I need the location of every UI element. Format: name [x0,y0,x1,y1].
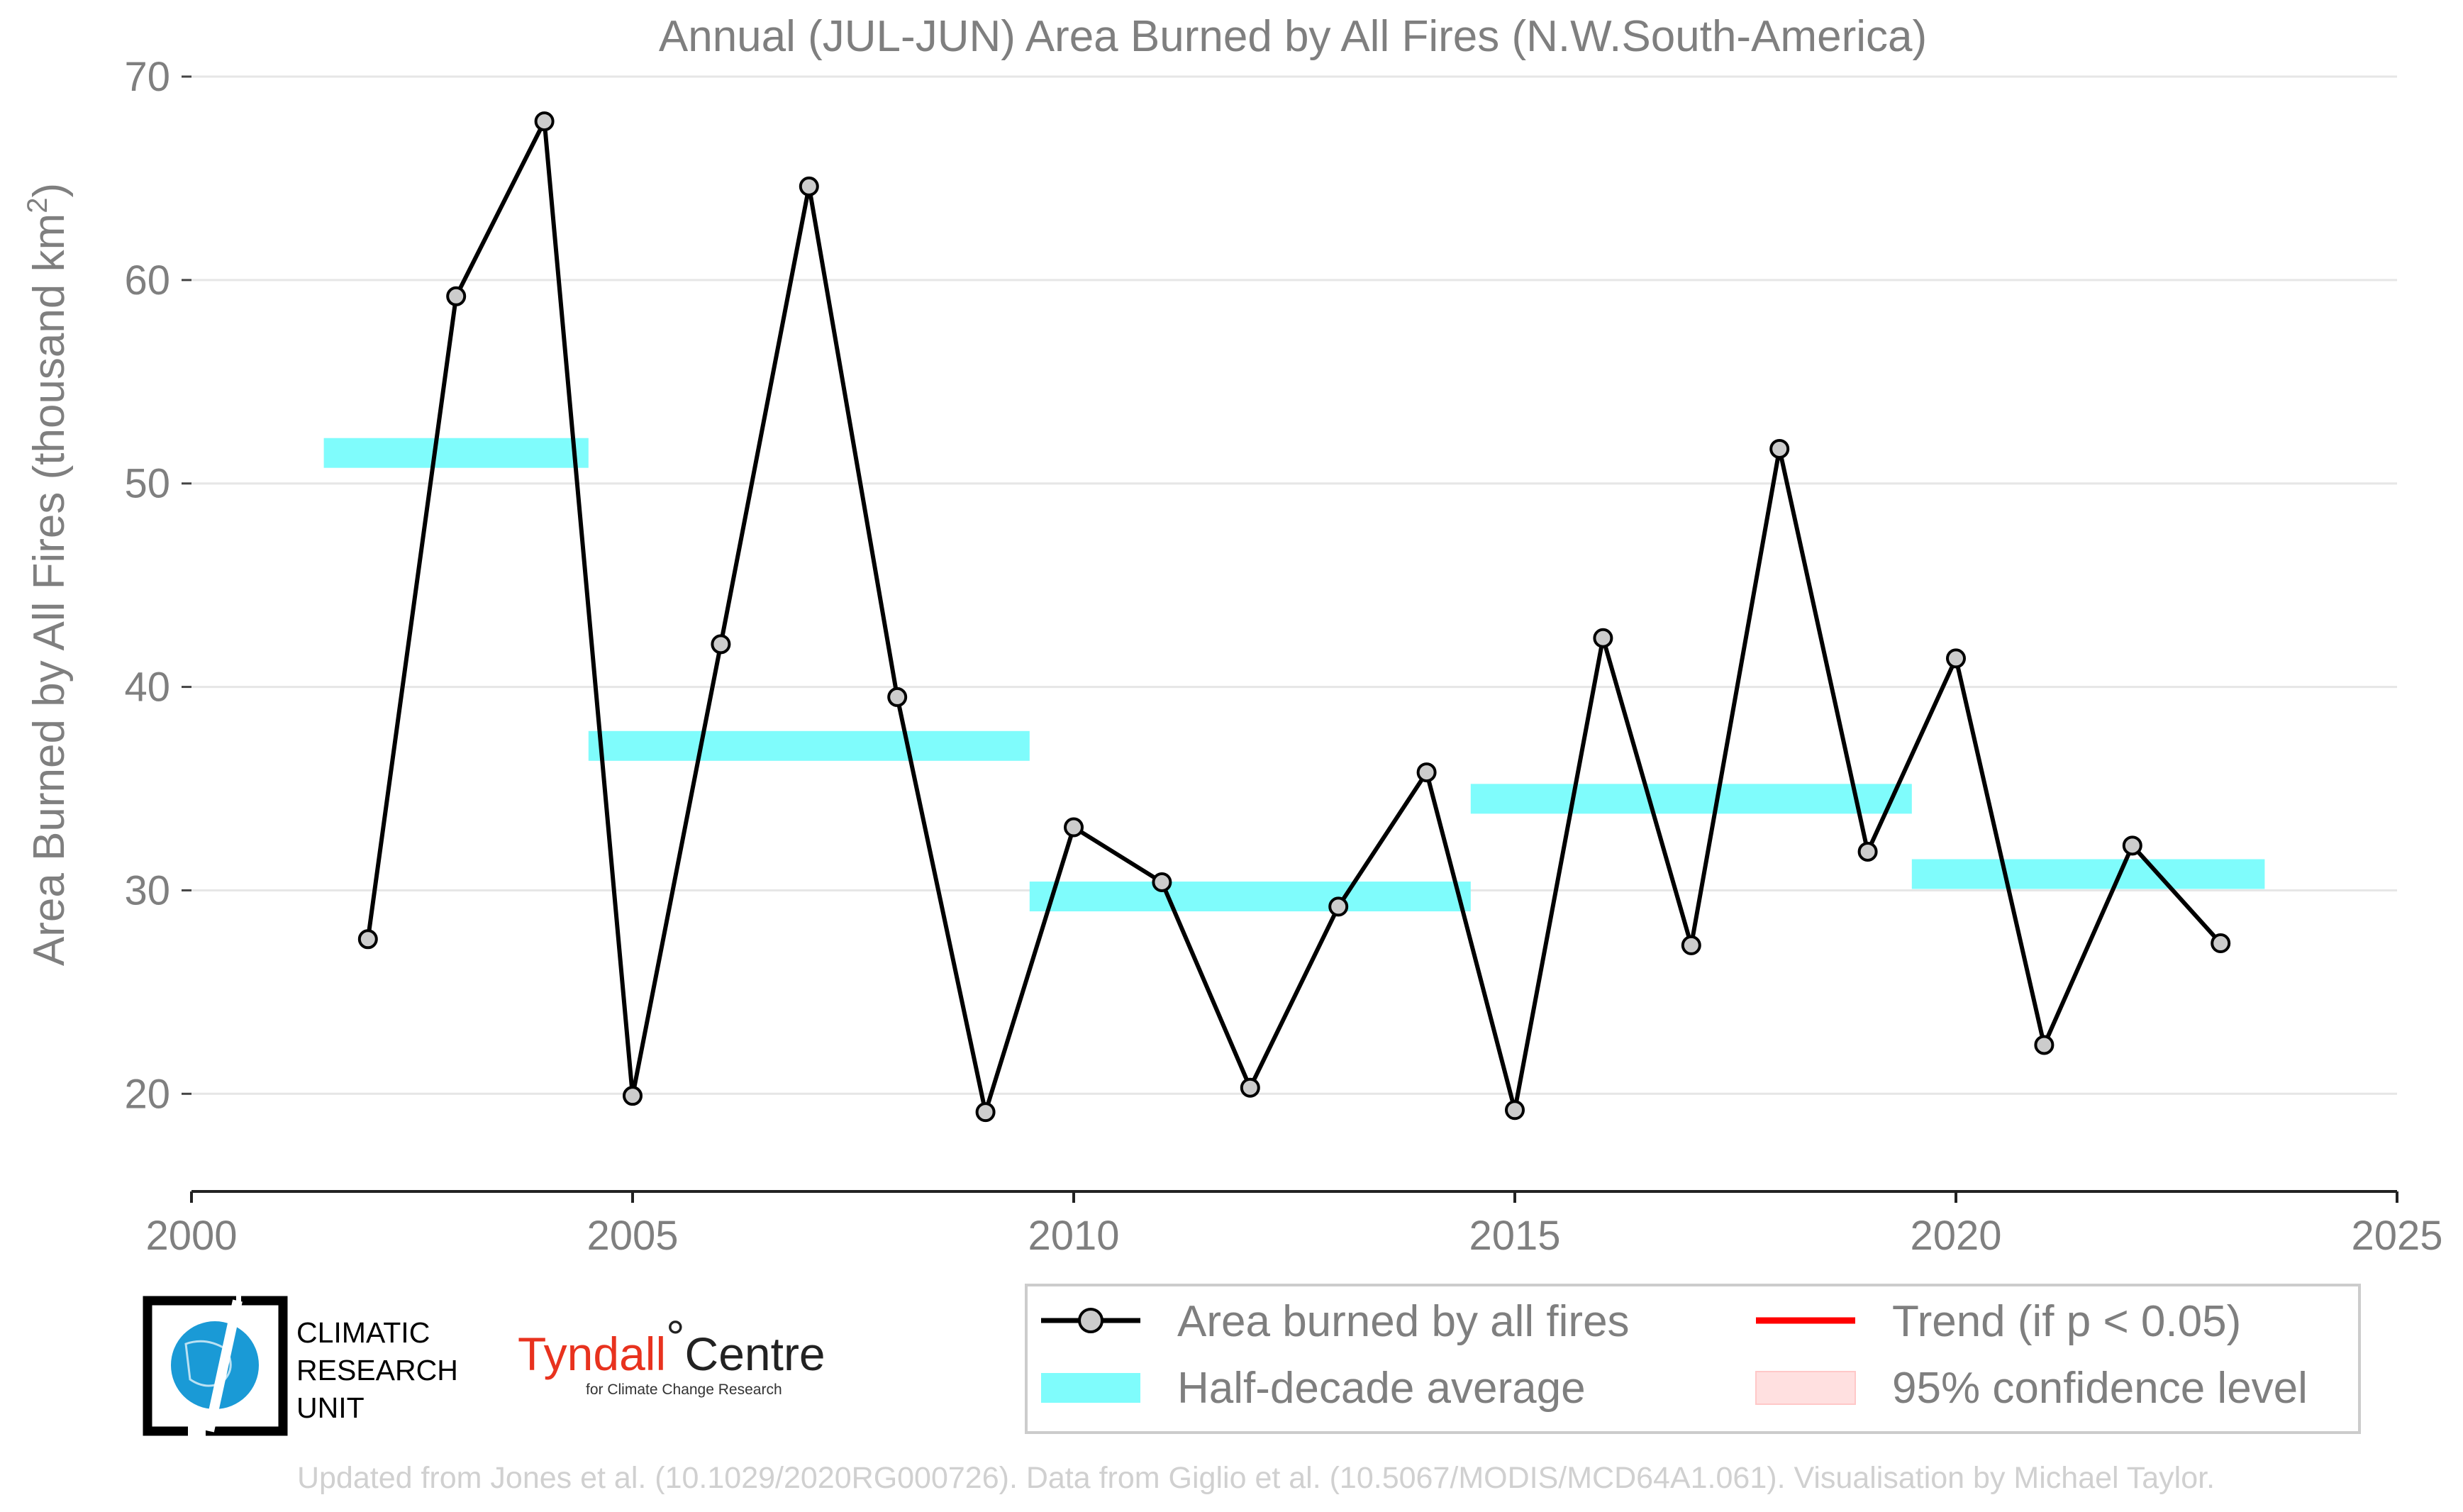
x-tick-label-2005: 2005 [586,1213,678,1259]
half-decade-bar-4 [1470,784,1912,814]
data-point-2018 [1769,438,1790,459]
data-point-2014 [1416,762,1437,783]
data-point-2019 [1857,841,1878,862]
credit-line: Updated from Jones et al. (10.1029/2020R… [297,1461,2215,1495]
cru-logo-bracket-right [206,1296,288,1436]
data-point-2002 [357,929,378,950]
half-decade-bar-1 [323,438,589,468]
series-line [365,119,2223,1115]
data-point-2010 [1064,817,1084,838]
gridlines [191,75,2397,1095]
data-point-2016 [1593,628,1613,648]
area-burned-series [357,111,2231,1123]
data-point-2021 [2034,1035,2055,1055]
y-tick-label-30: 30 [124,867,170,913]
half-decade-bar-5 [1911,859,2265,889]
data-point-2007 [799,176,819,196]
legend-label-confidence: 95% confidence level [1892,1364,2308,1413]
half-decade-bar-3 [1029,882,1471,912]
data-point-2003 [446,286,467,306]
x-tick-label-2010: 2010 [1028,1213,1119,1259]
data-point-2022 [2122,835,2142,856]
legend-frame [1025,1284,2361,1434]
half-decade-average-bars [323,438,2265,912]
cru-logo-line-3: UNIT [296,1391,365,1424]
tyndall-logo: Tyndall°Centre for Climate Change Resear… [518,1311,825,1398]
tyndall-logo-title: Tyndall°Centre [518,1311,825,1380]
data-point-2005 [623,1086,643,1106]
legend-half-decade-swatch [1041,1373,1140,1403]
cru-logo: CLIMATIC RESEARCH UNIT [143,1296,458,1436]
chart-title: Annual (JUL-JUN) Area Burned by All Fire… [659,12,1927,61]
data-point-2015 [1505,1100,1525,1121]
y-tick-label-70: 70 [124,54,170,100]
data-point-2011 [1152,872,1172,892]
y-tick-label-40: 40 [124,665,170,711]
y-tick-label-60: 60 [124,257,170,304]
x-tick-label-2000: 2000 [145,1213,237,1259]
data-point-2017 [1681,935,1701,955]
half-decade-bar-2 [588,730,1030,761]
tyndall-logo-subtitle: for Climate Change Research [586,1382,782,1398]
data-point-2012 [1240,1077,1260,1098]
legend-confidence-swatch [1755,1371,1856,1405]
x-tick-label-2015: 2015 [1469,1213,1560,1259]
data-point-2023 [2211,933,2231,954]
data-point-2009 [975,1102,996,1123]
legend-label-trend: Trend (if p < 0.05) [1892,1297,2241,1346]
axes: 20 30 40 50 60 70 2000 2005 2010 2015 2020 2025 [124,54,2442,1259]
legend-label-half-decade: Half-decade average [1177,1364,1586,1413]
legend: Area burned by all fires Trend (if p < 0… [1025,1284,2361,1434]
y-tick-label-20: 20 [124,1071,170,1117]
x-tick-label-2025: 2025 [2351,1213,2442,1259]
cru-logo-line-2: RESEARCH [296,1354,458,1386]
y-axis-label: Area Burned by All Fires (thousand km2) [22,183,74,966]
data-point-2008 [887,686,908,707]
data-point-2020 [1946,648,1966,669]
legend-marker-swatch [1078,1308,1103,1333]
globe-icon-land [184,1340,232,1387]
cru-logo-slash [204,1299,243,1433]
legend-label-area-burned: Area burned by all fires [1177,1297,1630,1346]
cru-logo-line-1: CLIMATIC [296,1316,430,1349]
x-tick-label-2020: 2020 [1910,1213,2001,1259]
data-point-2013 [1328,896,1349,917]
data-point-2004 [534,111,555,132]
globe-icon [171,1321,259,1409]
y-axis-label-superscript: 2 [22,198,53,213]
y-tick-label-50: 50 [124,461,170,507]
cru-logo-bracket-left [143,1296,226,1436]
data-point-2006 [711,634,731,655]
